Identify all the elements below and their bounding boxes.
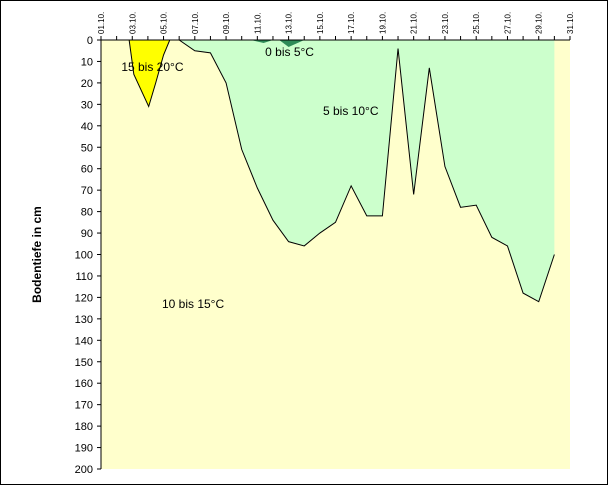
y-tick-label: 160: [75, 378, 93, 390]
x-tick-label: 27.10.: [503, 12, 512, 34]
y-tick-label: 20: [81, 78, 93, 90]
y-tick-label: 80: [81, 207, 93, 219]
y-tick-label: 120: [75, 292, 93, 304]
plot-area: [101, 39, 570, 469]
y-tick-label: 70: [81, 185, 93, 197]
region-label: 0 bis 5°C: [265, 45, 314, 59]
x-tick-label: 13.10.: [285, 12, 294, 34]
y-tick-label: 40: [81, 121, 93, 133]
y-tick-label: 60: [81, 164, 93, 176]
y-tick-label: 50: [81, 142, 93, 154]
x-tick-label: 07.10.: [191, 12, 200, 34]
x-tick-label: 21.10.: [410, 12, 419, 34]
y-axis-title: Bodentiefe in cm: [30, 206, 44, 303]
x-tick-label: 31.10.: [566, 12, 575, 34]
x-tick-label: 25.10.: [472, 12, 481, 34]
y-tick-label: 180: [75, 421, 93, 433]
y-tick-label: 30: [81, 99, 93, 111]
x-tick-label: 19.10.: [378, 12, 387, 34]
y-tick-label: 110: [75, 271, 93, 283]
x-tick-label: 09.10.: [222, 12, 231, 34]
y-tick-label: 100: [75, 250, 93, 262]
region-5-10: [101, 40, 555, 302]
x-tick-label: 03.10.: [128, 12, 137, 34]
x-tick-label: 15.10.: [316, 12, 325, 34]
y-tick-label: 190: [75, 443, 93, 455]
y-tick-label: 0: [87, 35, 93, 47]
y-tick-label: 170: [75, 400, 93, 412]
x-tick-label: 05.10.: [160, 12, 169, 34]
region-0-5-b: [279, 40, 305, 47]
y-tick-label: 10: [81, 56, 93, 68]
region-0-5-a: [251, 40, 273, 43]
region-15-20: [116, 39, 171, 108]
region-label: 15 bis 20°C: [121, 60, 184, 74]
x-tick-label: 17.10.: [347, 12, 356, 34]
x-tick-label: 01.10.: [97, 12, 106, 34]
y-tick-label: 90: [81, 228, 93, 240]
y-tick-label: 140: [75, 335, 93, 347]
axes: 0 10 20 30 40 50 60 70 80 90 100 110 120 130 140 150 160…: [30, 12, 575, 476]
y-tick-label: 200: [75, 464, 93, 476]
region-label: 5 bis 10°C: [323, 104, 379, 118]
y-tick-label: 150: [75, 357, 93, 369]
x-tick-label: 23.10.: [441, 12, 450, 34]
y-tick-label: 130: [75, 314, 93, 326]
x-tick-label: 29.10.: [535, 12, 544, 34]
x-tick-label: 11.10.: [253, 12, 262, 34]
region-label: 10 bis 15°C: [162, 297, 225, 311]
